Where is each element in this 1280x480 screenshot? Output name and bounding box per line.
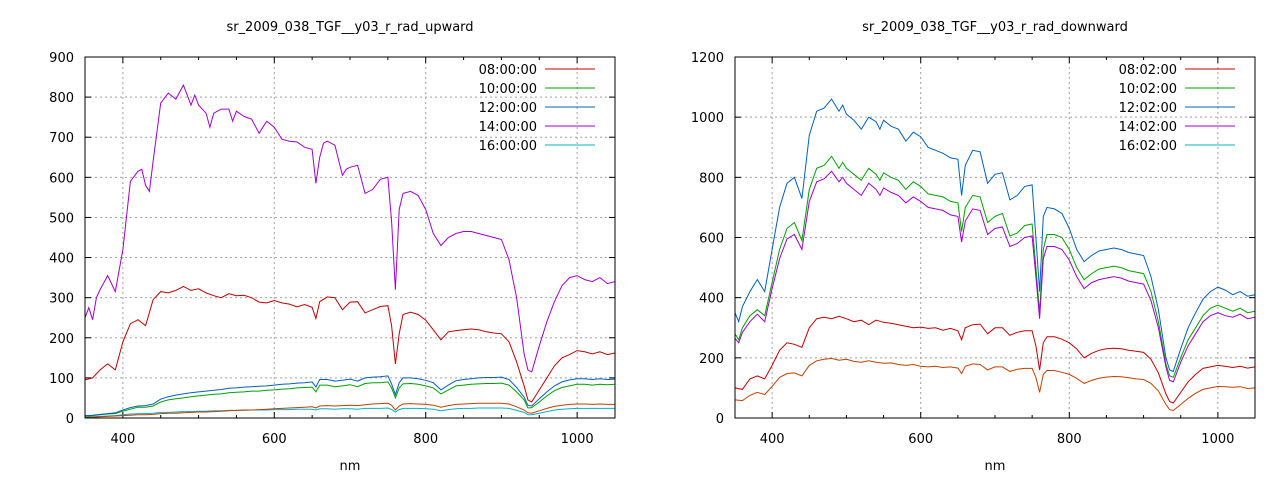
legend-label: 12:00:00 [479, 101, 537, 116]
legend-label: 08:02:00 [1119, 63, 1177, 78]
y-tick-label: 0 [716, 412, 724, 427]
series-line-5 [85, 407, 615, 418]
y-tick-label: 200 [49, 332, 74, 347]
series-line-3 [85, 375, 615, 417]
y-tick-label: 700 [49, 131, 74, 146]
x-tick-label: 600 [262, 432, 287, 447]
series-line-6 [735, 357, 1255, 412]
series-line-2 [85, 381, 615, 417]
y-tick-label: 0 [66, 412, 74, 427]
y-tick-label: 200 [699, 352, 724, 367]
y-tick-label: 400 [699, 292, 724, 307]
x-tick-label: 400 [760, 432, 785, 447]
x-tick-label: 1000 [561, 432, 594, 447]
y-tick-label: 800 [49, 91, 74, 106]
legend-label: 08:00:00 [479, 63, 537, 78]
y-tick-label: 300 [49, 292, 74, 307]
chart-panel-1: sr_2009_038_TGF__y03_r_rad_upward 0 100 200… [49, 20, 616, 474]
chart-title: sr_2009_038_TGF__y03_r_rad_downward [862, 20, 1128, 35]
y-tick-label: 600 [49, 171, 74, 186]
series-line-4 [85, 83, 615, 373]
series-line-2 [735, 155, 1255, 379]
y-tick-label: 1000 [691, 111, 724, 126]
x-tick-label: 600 [908, 432, 933, 447]
x-axis-label: nm [985, 459, 1006, 474]
y-tick-label: 500 [49, 211, 74, 226]
legend-label: 14:00:00 [479, 120, 537, 135]
y-tick-label: 900 [49, 51, 74, 66]
x-tick-label: 400 [110, 432, 135, 447]
y-tick-label: 100 [49, 372, 74, 387]
x-tick-label: 800 [413, 432, 438, 447]
y-tick-label: 400 [49, 252, 74, 267]
series-line-3 [735, 98, 1255, 373]
plot-frame [734, 56, 1256, 419]
series-line-1 [735, 315, 1255, 404]
y-tick-label: 600 [699, 232, 724, 247]
series-line-1 [85, 285, 615, 403]
legend-label: 10:02:00 [1119, 82, 1177, 97]
x-tick-label: 1000 [1201, 432, 1234, 447]
legend-label: 16:02:00 [1119, 139, 1177, 154]
x-tick-label: 800 [1057, 432, 1082, 447]
legend-label: 14:02:00 [1119, 120, 1177, 135]
y-tick-label: 1200 [691, 51, 724, 66]
legend-label: 12:02:00 [1119, 101, 1177, 116]
legend-label: 16:00:00 [479, 139, 537, 154]
y-tick-label: 800 [699, 171, 724, 186]
series-line-4 [735, 170, 1255, 383]
chart-title: sr_2009_038_TGF__y03_r_rad_upward [226, 20, 473, 35]
series-line-6 [85, 402, 615, 418]
plot-frame [84, 56, 616, 419]
x-axis-label: nm [340, 459, 361, 474]
chart-panel-2: sr_2009_038_TGF__y03_r_rad_downward 0 200 4… [691, 20, 1256, 474]
legend-label: 10:00:00 [479, 82, 537, 97]
